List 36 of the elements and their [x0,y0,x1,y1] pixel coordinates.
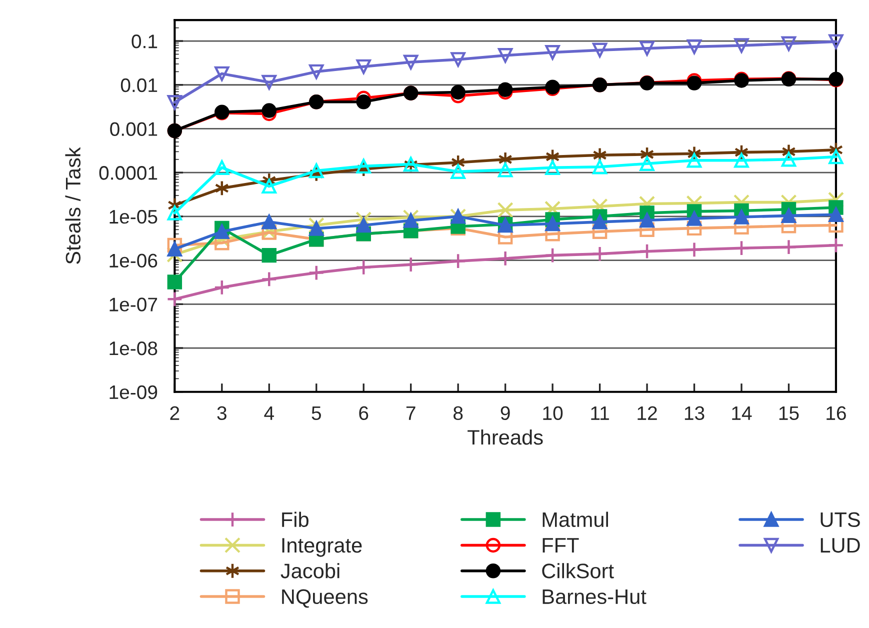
y-axis-title: Steals / Task [65,147,81,264]
y-tick-label: 0.01 [120,78,158,92]
y-tick-label: 1e-07 [110,298,158,312]
y-tick-label: 0.001 [110,122,158,136]
y-tick-label: 1e-05 [110,210,158,224]
legend-label: LUD [820,538,860,553]
legend-label: Integrate [282,538,362,557]
x-tick-label: 15 [779,406,799,420]
y-tick-label: 0.0001 [99,166,158,180]
x-tick-label: 10 [543,406,563,420]
x-axis-title: Threads [468,429,543,445]
x-tick-label: 14 [732,406,752,420]
x-tick-label: 12 [638,406,657,420]
legend-label: CilkSort [542,563,614,578]
y-tick-label: 1e-08 [110,341,158,356]
x-tick-label: 3 [217,406,226,420]
legend-label: UTS [820,512,860,528]
legend-label: Fib [282,512,308,528]
x-tick-label: 2 [170,406,180,420]
x-tick-label: 13 [684,406,704,420]
x-tick-label: 7 [406,406,416,420]
x-tick-label: 4 [264,406,274,420]
y-tick-label: 1e-06 [110,254,158,268]
x-tick-label: 9 [500,406,510,420]
legend-label: Barnes-Hut [542,590,646,604]
y-tick-label: 0.1 [132,34,158,48]
legend-label: Matmul [542,512,608,528]
x-tick-label: 5 [312,406,321,420]
x-tick-label: 11 [591,406,609,420]
legend-label: Jacobi [280,563,340,578]
legend-label: NQueens [282,589,368,608]
x-tick-label: 16 [826,406,846,420]
x-tick-label: 6 [359,406,368,420]
x-tick-label: 8 [454,406,463,420]
y-tick-label: 1e-09 [110,385,158,400]
legend-label: FFT [542,538,579,552]
